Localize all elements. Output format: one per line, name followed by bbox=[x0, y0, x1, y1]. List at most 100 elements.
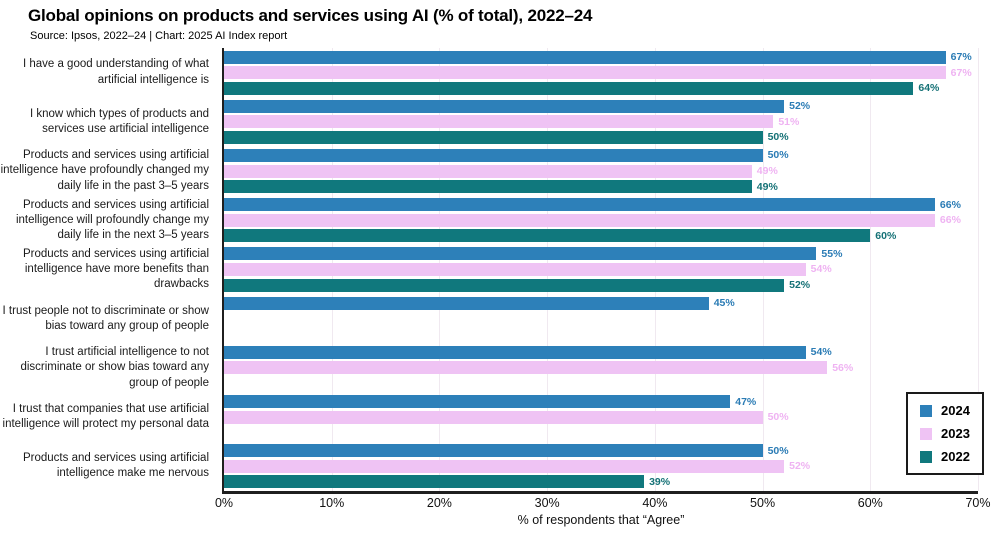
bar-2024 bbox=[224, 148, 763, 162]
legend-item: 2022 bbox=[920, 449, 970, 464]
x-tick-label: 70% bbox=[965, 496, 991, 510]
chart-title: Global opinions on products and services… bbox=[28, 6, 593, 25]
bar-row: 52% bbox=[224, 99, 978, 113]
bar-2023 bbox=[224, 213, 935, 227]
bar-2023 bbox=[224, 115, 774, 129]
x-tick-label: 0% bbox=[214, 496, 234, 510]
bar-row: 60% bbox=[224, 229, 978, 243]
gridline bbox=[978, 48, 979, 491]
value-label: 50% bbox=[767, 444, 789, 457]
value-label: 51% bbox=[778, 115, 800, 128]
bar-row: 55% bbox=[224, 247, 978, 261]
bar-row: 49% bbox=[224, 164, 978, 178]
legend-swatch-2024 bbox=[920, 404, 932, 417]
value-label: 52% bbox=[789, 279, 811, 292]
value-label: 67% bbox=[950, 51, 972, 64]
chart-source: Source: Ipsos, 2022–24 | Chart: 2025 AI … bbox=[30, 30, 288, 42]
category-labels-column: I have a good understanding of what arti… bbox=[0, 48, 216, 491]
category-label: I trust that companies that use artifici… bbox=[2, 402, 209, 431]
bar-row: 47% bbox=[224, 395, 978, 409]
bar-group: 55% 54% 52% bbox=[224, 245, 978, 294]
legend-swatch-2023 bbox=[920, 427, 932, 440]
value-label: 50% bbox=[767, 411, 789, 424]
bar-row: 54% bbox=[224, 262, 978, 276]
bar-2022 bbox=[224, 81, 914, 95]
category-label: Products and services using artificial i… bbox=[15, 198, 209, 241]
bar-2024 bbox=[224, 296, 709, 310]
bar-group: 50% 52% 39% bbox=[224, 442, 978, 491]
legend: 2024 2023 2022 bbox=[906, 392, 984, 475]
legend-label: 2024 bbox=[941, 403, 970, 418]
legend-item: 2023 bbox=[920, 426, 970, 441]
category-label: Products and services using artificial i… bbox=[23, 452, 209, 480]
category-label: Products and services using artificial i… bbox=[23, 247, 209, 291]
bar-row: 39% bbox=[224, 475, 978, 489]
value-label: 56% bbox=[832, 361, 854, 374]
value-label: 66% bbox=[939, 198, 961, 211]
bar-row: 52% bbox=[224, 278, 978, 292]
value-label: 50% bbox=[767, 149, 789, 162]
bar-2022 bbox=[224, 278, 785, 292]
value-label: 50% bbox=[767, 131, 789, 144]
bar-row: 50% bbox=[224, 130, 978, 144]
x-tick-label: 60% bbox=[857, 496, 883, 510]
bar-row: 45% bbox=[224, 296, 978, 310]
bar-row: 49% bbox=[224, 180, 978, 194]
value-label: 55% bbox=[821, 247, 843, 260]
value-label: 47% bbox=[735, 395, 757, 408]
x-axis-label: % of respondents that “Agree” bbox=[517, 513, 685, 527]
bar-row: 66% bbox=[224, 198, 978, 212]
bar-row: 64% bbox=[224, 81, 978, 95]
bar-group: 47% 50% bbox=[224, 393, 978, 442]
bar-row: 50% bbox=[224, 444, 978, 458]
legend-label: 2023 bbox=[941, 426, 970, 441]
bar-2022 bbox=[224, 475, 645, 489]
value-label: 39% bbox=[649, 475, 671, 488]
value-label: 64% bbox=[918, 82, 940, 95]
bar-row bbox=[224, 312, 978, 325]
bar-2024 bbox=[224, 247, 817, 261]
bar-2023 bbox=[224, 164, 752, 178]
bar-row bbox=[224, 377, 978, 390]
category-label: I know which types of products and servi… bbox=[30, 107, 209, 135]
plot-area: 67% 67% 64% 52% 51% 50% 50% 49% 49% 66% 66% 60% 55% 5… bbox=[222, 48, 979, 494]
bar-group: 52% 51% 50% bbox=[224, 97, 978, 146]
bar-2023 bbox=[224, 361, 828, 375]
value-label: 52% bbox=[789, 100, 811, 113]
bar-2024 bbox=[224, 99, 785, 113]
bar-row: 50% bbox=[224, 410, 978, 424]
x-tick-label: 30% bbox=[534, 496, 560, 510]
value-label: 49% bbox=[756, 180, 778, 193]
bar-2022 bbox=[224, 229, 871, 243]
bar-row bbox=[224, 328, 978, 341]
bar-group: 66% 66% 60% bbox=[224, 196, 978, 245]
bar-2024 bbox=[224, 50, 946, 64]
bar-row: 67% bbox=[224, 50, 978, 64]
bar-2024 bbox=[224, 198, 935, 212]
bar-2022 bbox=[224, 180, 752, 194]
bar-group: 50% 49% 49% bbox=[224, 146, 978, 195]
bar-group: 45% bbox=[224, 294, 978, 343]
value-label: 67% bbox=[950, 66, 972, 79]
value-label: 49% bbox=[756, 165, 778, 178]
bar-2024 bbox=[224, 444, 763, 458]
category-label: Products and services using artificial i… bbox=[0, 149, 209, 192]
value-label: 66% bbox=[939, 214, 961, 227]
bar-2023 bbox=[224, 459, 785, 473]
value-label: 54% bbox=[810, 263, 832, 276]
bar-2023 bbox=[224, 410, 763, 424]
gridline bbox=[870, 48, 872, 491]
category-label: I have a good understanding of what arti… bbox=[22, 58, 209, 86]
value-label: 52% bbox=[789, 460, 811, 473]
x-tick-label: 10% bbox=[319, 496, 345, 510]
bar-row: 66% bbox=[224, 213, 978, 227]
bar-row: 50% bbox=[224, 148, 978, 162]
bar-row: 52% bbox=[224, 459, 978, 473]
x-axis-ticks: 0% 10% 20% 30% 40% 50% 60% 70% bbox=[215, 496, 991, 512]
bar-2024 bbox=[224, 395, 731, 409]
bar-2022 bbox=[224, 130, 763, 144]
value-label: 45% bbox=[713, 297, 735, 310]
x-tick-label: 20% bbox=[426, 496, 452, 510]
category-label: I trust people not to discriminate or sh… bbox=[2, 304, 209, 332]
